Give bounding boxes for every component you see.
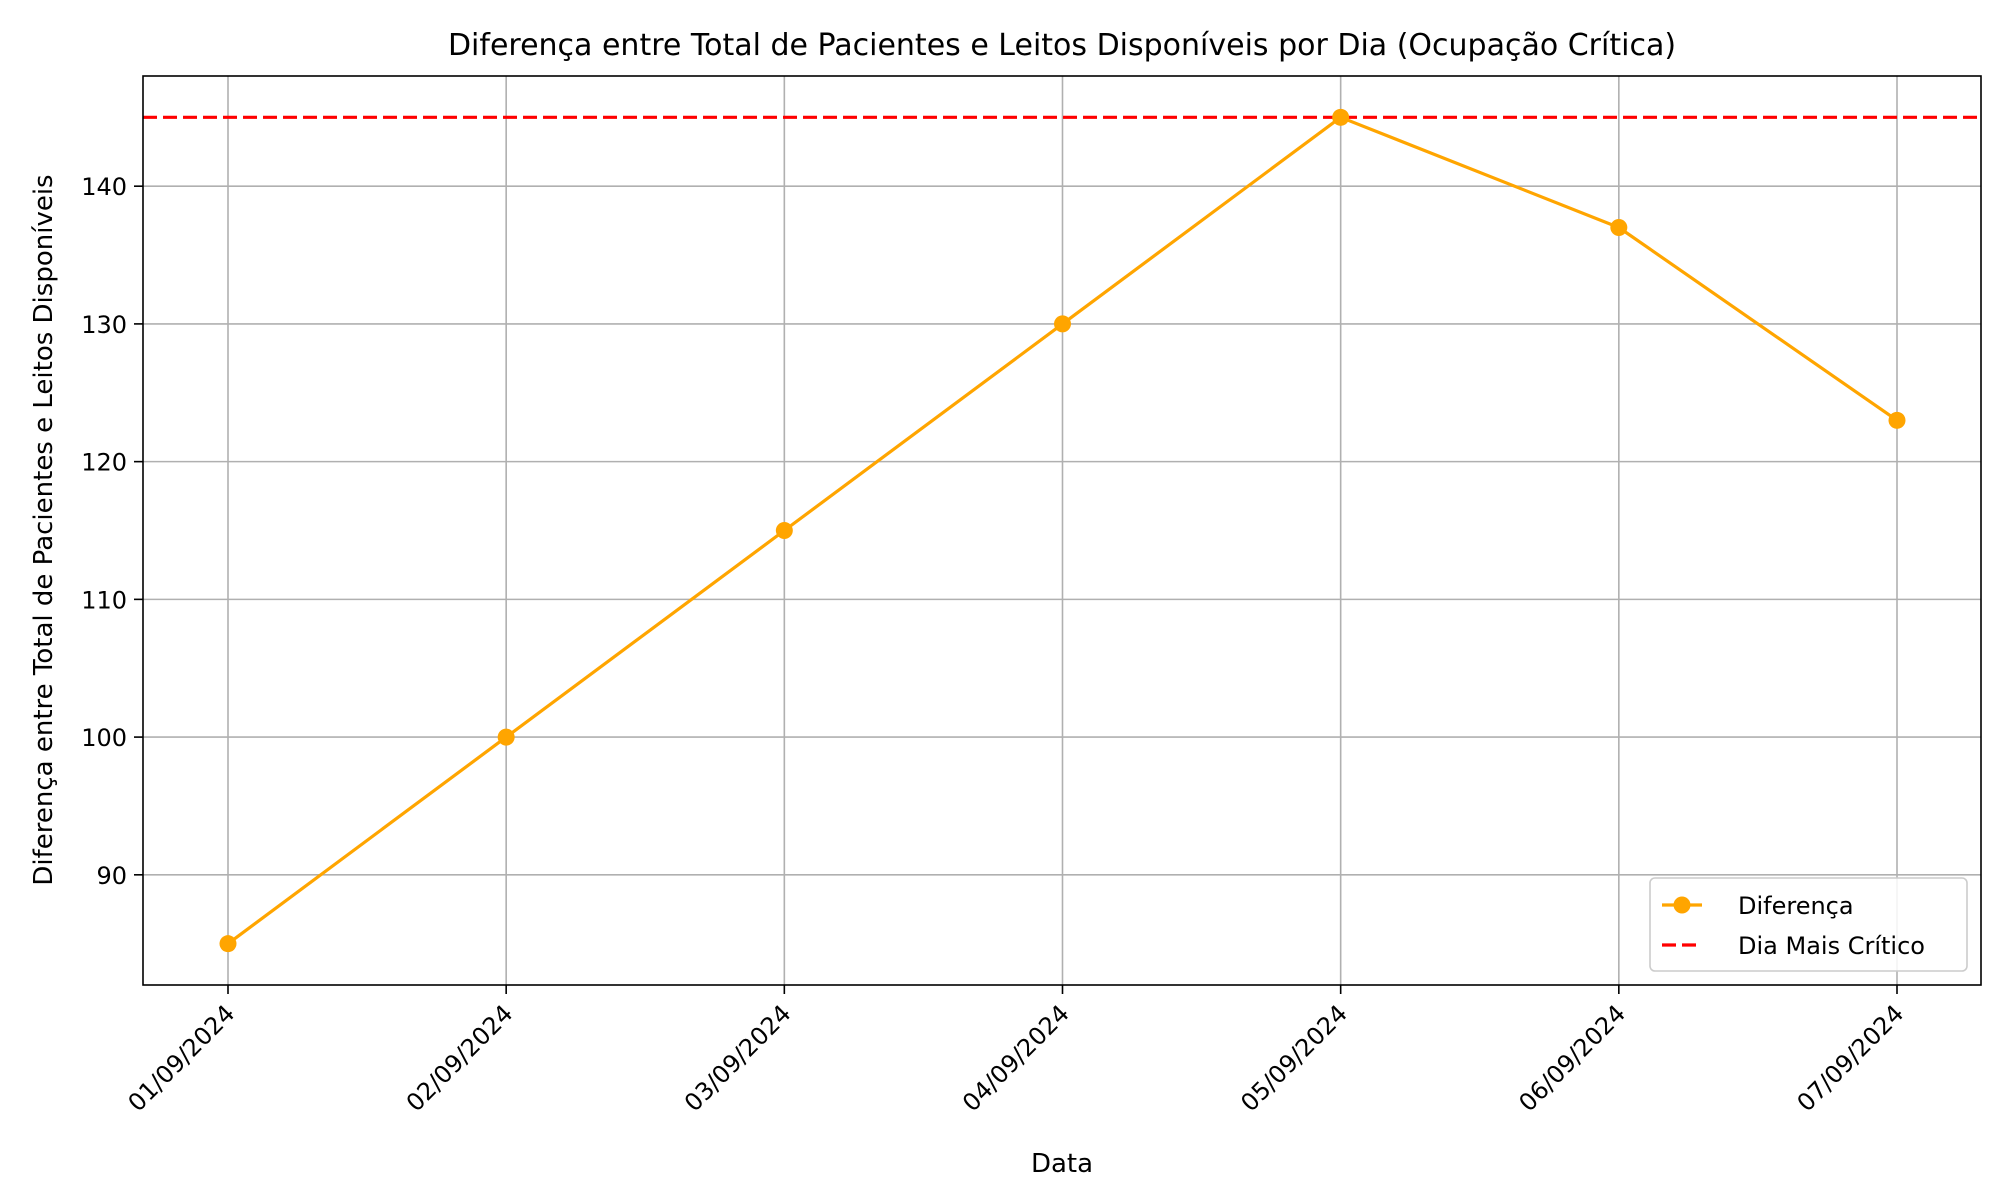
data-point	[775, 522, 793, 539]
x-axis-label: Data	[1031, 1149, 1093, 1179]
data-point	[1332, 108, 1350, 126]
data-point	[219, 935, 237, 953]
y-tick-label: 90	[96, 862, 127, 890]
data-point	[1610, 219, 1628, 236]
plot-frame	[142, 75, 1982, 986]
y-axis-label: Diferença entre Total de Pacientes e Lei…	[29, 174, 59, 885]
legend-label-critico: Dia Mais Crítico	[1738, 932, 1925, 960]
data-point	[497, 728, 515, 746]
y-tick-label: 140	[81, 173, 127, 201]
data-point	[1054, 315, 1071, 333]
y-tick-label: 100	[81, 724, 127, 752]
legend: Diferença Dia Mais Crítico	[1649, 877, 1968, 972]
y-tick-label: 130	[81, 311, 127, 339]
series	[219, 108, 1906, 953]
legend-box	[1649, 877, 1968, 972]
y-tick-label: 110	[81, 586, 127, 614]
legend-label-diferenca: Diferença	[1738, 892, 1854, 920]
legend-marker-diferenca	[1673, 896, 1691, 914]
grid	[143, 76, 1981, 985]
chart-title: Diferença entre Total de Pacientes e Lei…	[448, 28, 1676, 63]
y-tick-label: 120	[81, 449, 127, 477]
y-axis: 90 100 110 120 130 140	[81, 173, 143, 890]
data-point	[1888, 411, 1906, 429]
